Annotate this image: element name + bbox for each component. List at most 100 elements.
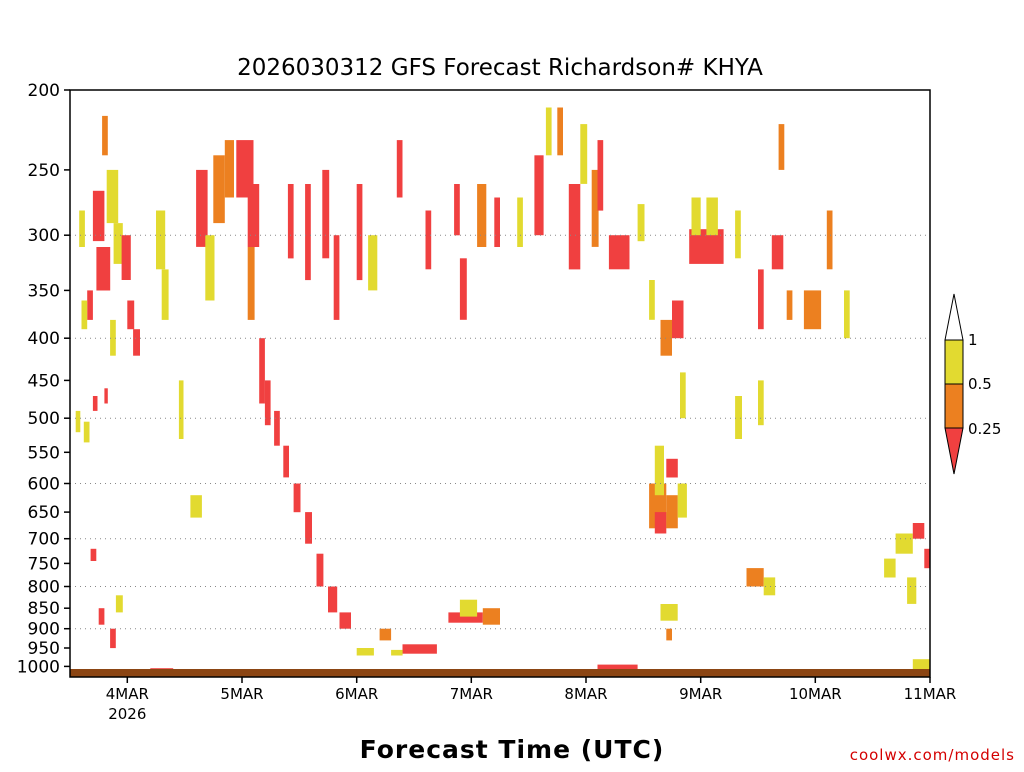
x-axis-label: Forecast Time (UTC) xyxy=(360,735,665,764)
ri-cell-low xyxy=(333,235,340,320)
ri-cell-low xyxy=(597,140,604,211)
ri-cell-low xyxy=(924,548,930,569)
ri-cell-high xyxy=(517,197,523,247)
ri-cell-high xyxy=(884,558,896,578)
ri-cell-low xyxy=(305,184,311,281)
ri-cell-mid xyxy=(778,124,785,170)
ri-cell-low xyxy=(96,247,111,291)
ri-cell-mid xyxy=(379,628,392,641)
y-tick-label: 800 xyxy=(28,578,60,598)
ri-cell-high xyxy=(912,659,930,670)
ri-cell-mid xyxy=(660,319,672,356)
ri-cell-low xyxy=(87,290,93,320)
ri-cell-mid xyxy=(102,115,108,156)
ri-cell-high xyxy=(161,269,169,320)
legend-swatch-0.5-1 xyxy=(944,339,964,385)
y-tick-label: 500 xyxy=(28,409,60,429)
ri-cell-high xyxy=(75,410,81,433)
ri-cell-mid xyxy=(482,608,500,625)
chart-title: 2026030312 GFS Forecast Richardson# KHYA xyxy=(237,55,763,81)
ri-cell-low xyxy=(196,169,208,247)
ri-cell-low xyxy=(322,169,330,259)
y-tick-label: 700 xyxy=(28,530,60,550)
ri-cell-low xyxy=(402,644,437,654)
y-tick-label: 600 xyxy=(28,475,60,495)
ri-cell-low xyxy=(396,140,403,198)
y-tick-label: 250 xyxy=(28,161,60,181)
ri-cell-low xyxy=(283,445,289,478)
ri-cell-mid xyxy=(666,628,672,641)
y-tick-label: 550 xyxy=(28,443,60,463)
ri-cell-low xyxy=(654,512,667,534)
ri-cell-low xyxy=(236,140,254,198)
ri-cell-high xyxy=(110,319,116,356)
legend-swatch-0.25-0.5 xyxy=(944,383,964,429)
ri-cell-mid xyxy=(666,495,678,529)
ri-cell-high xyxy=(654,445,664,496)
ri-cell-mid xyxy=(224,140,234,198)
ri-cell-low xyxy=(104,388,108,404)
ri-cell-low xyxy=(92,190,105,242)
ri-cell-high xyxy=(735,396,742,439)
ri-cell-low xyxy=(758,269,764,330)
ri-cell-high xyxy=(735,210,741,259)
y-tick-label: 450 xyxy=(28,371,60,391)
ri-cell-high xyxy=(205,235,215,301)
ri-cell-low xyxy=(339,612,351,629)
ri-cell-mid xyxy=(746,568,764,587)
ri-cell-low xyxy=(274,410,280,446)
legend-label: 0.25 xyxy=(968,420,1001,438)
ri-cell-low xyxy=(666,458,678,478)
ri-cell-high xyxy=(156,210,166,270)
ri-cell-mid xyxy=(803,290,822,330)
ri-cell-low xyxy=(133,329,140,356)
x-axis: 4MAR 2026 5MAR 6MAR 7MAR 8MAR 9MAR 10MAR 11MAR xyxy=(106,677,956,723)
ri-cell-low xyxy=(912,523,925,539)
legend-label: 1 xyxy=(968,331,978,349)
ri-cell-low xyxy=(293,483,301,513)
y-tick-label: 200 xyxy=(28,81,60,101)
y-tick-label: 400 xyxy=(28,329,60,349)
ri-cell-low xyxy=(287,184,294,259)
x-tick-label: 5MAR xyxy=(220,685,263,703)
ri-cell-low xyxy=(316,553,324,587)
legend-swatch-below-0.25 xyxy=(944,427,964,475)
y-tick-label: 900 xyxy=(28,620,60,640)
plot-frame xyxy=(69,89,931,678)
ri-cell-mid xyxy=(786,290,793,320)
y-tick-label: 350 xyxy=(28,281,60,301)
ground-layer xyxy=(70,669,930,677)
x-tick-label: 9MAR xyxy=(679,685,722,703)
ri-cell-high xyxy=(459,599,478,617)
ri-cell-mid xyxy=(826,210,833,270)
ri-cell-high xyxy=(79,210,85,247)
y-tick-label: 850 xyxy=(28,599,60,619)
ri-cell-low xyxy=(127,300,135,330)
ri-cell-low xyxy=(98,608,105,625)
ri-cell-mid xyxy=(557,107,563,156)
ri-cell-high xyxy=(680,372,686,419)
ri-cell-high xyxy=(81,300,88,330)
ri-cell-high xyxy=(178,380,184,439)
ri-cell-low xyxy=(247,184,260,247)
ri-cell-mid xyxy=(477,184,487,247)
y-axis: 200 250 300 350 400 450 500 550 600 650 700 750 8008… xyxy=(17,81,70,677)
ri-cell-high xyxy=(677,483,687,518)
ri-cell-high xyxy=(580,124,588,184)
ri-cell-high xyxy=(706,197,718,236)
x-tick-label: 10MAR xyxy=(789,685,842,703)
credit-text: coolwx.com/models xyxy=(850,746,1015,764)
ri-cell-low xyxy=(425,210,432,270)
ri-cell-low xyxy=(672,300,684,339)
ri-cell-low xyxy=(110,628,116,649)
ri-cell-high xyxy=(115,595,123,613)
y-tick-label: 750 xyxy=(28,554,60,574)
y-tick-label: 650 xyxy=(28,503,60,523)
legend-swatch-above-1 xyxy=(944,293,964,341)
ri-cell-low xyxy=(356,184,363,281)
x-tick-label: 6MAR xyxy=(335,685,378,703)
ri-cell-low xyxy=(608,235,630,270)
ri-cell-low xyxy=(264,380,271,426)
